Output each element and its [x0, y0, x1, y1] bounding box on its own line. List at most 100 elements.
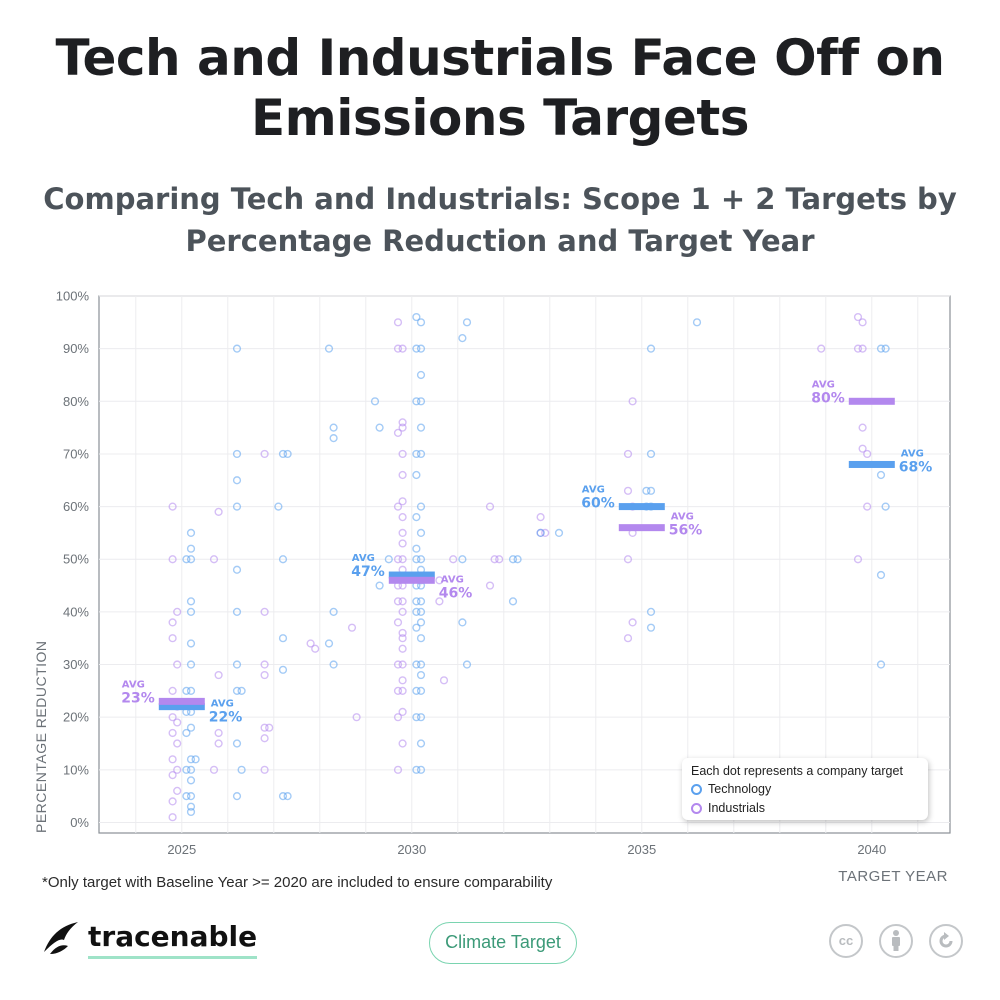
industrials-point [168, 713, 177, 722]
tracenable-logo-icon [44, 922, 78, 954]
page-title: Tech and Industrials Face Off on Emissio… [55, 29, 945, 147]
industrials-point [398, 686, 407, 695]
technology-point [412, 623, 421, 632]
technology-point [416, 528, 426, 538]
technology-point [642, 486, 651, 495]
technology-point [283, 449, 292, 459]
technology-point [876, 470, 886, 480]
average-label: 68% [899, 459, 933, 475]
technology-point [324, 639, 334, 648]
technology-point [412, 660, 421, 669]
industrials-point [435, 597, 444, 606]
x-tick-label: 2035 [627, 842, 656, 857]
technology-point [186, 660, 196, 669]
industrials-point [485, 502, 495, 511]
industrials-point [260, 670, 269, 680]
technology-point [416, 423, 426, 432]
technology-point [646, 623, 656, 632]
share-alike-icon [929, 924, 963, 958]
average-label: 23% [121, 690, 155, 706]
technology-point [412, 513, 421, 522]
climate-target-tag[interactable]: Climate Target [429, 922, 577, 964]
average-bar [848, 397, 895, 405]
industrials-point [853, 312, 863, 322]
industrials-point [265, 723, 274, 732]
technology-point [232, 607, 242, 616]
industrials-point [398, 449, 407, 459]
industrials-point [393, 618, 403, 627]
technology-point [283, 792, 292, 801]
technology-point [186, 776, 196, 785]
industrials-point [449, 555, 458, 564]
legend-label-technology: Technology [708, 782, 772, 796]
legend-item-industrials: Industrials [691, 801, 765, 815]
technology-point [191, 755, 200, 764]
technology-point [458, 334, 467, 343]
plot-frame [98, 295, 951, 834]
y-tick-label: 70% [63, 446, 89, 461]
legend-title: Each dot represents a company target [691, 764, 903, 778]
average-tag: AVG [352, 553, 375, 564]
industrials-points [168, 312, 872, 822]
average-label: 80% [811, 390, 845, 406]
technology-point [232, 565, 242, 574]
technology-point [412, 713, 421, 722]
technology-point [329, 607, 338, 616]
industrials-point [623, 555, 633, 564]
page-subtitle: Comparing Tech and Industrials: Scope 1 … [43, 182, 957, 258]
technology-point [274, 502, 283, 511]
industrials-point [173, 786, 182, 795]
technology-point [232, 660, 242, 669]
industrials-point [168, 686, 177, 695]
technology-point [416, 634, 426, 643]
average-bar [388, 576, 435, 584]
industrials-point [398, 739, 407, 748]
technology-point [881, 502, 890, 511]
y-tick-label: 0% [70, 815, 89, 830]
technology-point [412, 397, 421, 406]
industrials-point [311, 644, 320, 653]
average-bar [158, 697, 205, 705]
technology-point [412, 470, 421, 480]
average-bar [388, 571, 435, 579]
industrials-point [209, 555, 219, 564]
technology-point [232, 792, 242, 801]
industrials-point [541, 528, 550, 538]
technology-point [416, 555, 426, 564]
technology-point [536, 528, 545, 538]
technology-point [412, 765, 421, 774]
industrials-point [398, 470, 407, 480]
industrials-point [168, 502, 177, 511]
technology-point [182, 792, 191, 801]
industrials-point [347, 623, 357, 632]
average-tag: AVG [441, 574, 464, 585]
technology-point [508, 555, 518, 564]
industrials-point [398, 707, 407, 717]
technology-point [186, 807, 196, 817]
technology-point [646, 486, 656, 495]
technology-point [232, 449, 242, 459]
x-tick-label: 2040 [857, 842, 886, 857]
industrials-point [168, 555, 177, 564]
average-tag: AVG [211, 699, 234, 710]
legend-item-technology: Technology [691, 782, 771, 796]
y-tick-label: 100% [56, 289, 90, 304]
industrials-point [393, 555, 403, 564]
industrials-point [260, 723, 269, 732]
industrials-point [260, 765, 269, 774]
industrials-point [398, 539, 407, 548]
industrials-point [398, 497, 407, 506]
industrials-point [168, 755, 177, 764]
technology-ring-icon [691, 783, 702, 795]
industrials-point [398, 418, 407, 427]
average-tag: AVG [122, 679, 145, 690]
industrials-point [352, 713, 361, 722]
average-label: 56% [669, 523, 703, 539]
average-label: 22% [209, 710, 243, 726]
technology-points [182, 312, 890, 817]
technology-point [412, 607, 421, 616]
industrials-point [168, 770, 177, 780]
industrials-point [168, 618, 177, 627]
x-tick-label: 2030 [397, 842, 426, 857]
industrials-point [393, 344, 403, 353]
